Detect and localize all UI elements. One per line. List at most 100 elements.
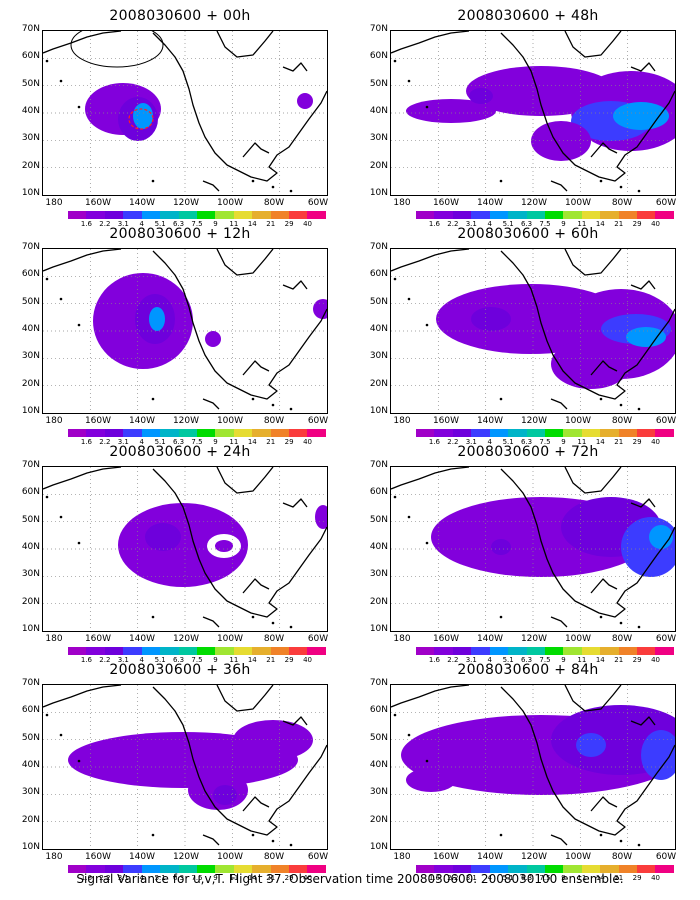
- colorbar-level-label: 21: [266, 874, 276, 882]
- island-marker: [619, 403, 623, 407]
- colorbar-level-label: 1.6: [80, 874, 92, 882]
- longitude-label: 160W: [432, 852, 460, 862]
- longitude-label: 180: [45, 852, 63, 862]
- variance-contour-shading: [297, 93, 313, 109]
- colorbar-swatch: [68, 429, 87, 437]
- longitude-label: 180: [393, 634, 411, 644]
- colorbar-level-label: 9: [213, 220, 218, 228]
- colorbar-swatch: [637, 429, 656, 437]
- longitude-label: 60W: [655, 416, 677, 426]
- island-marker: [599, 833, 603, 837]
- longitude-label: 180: [45, 198, 63, 208]
- colorbar-swatch: [104, 647, 124, 655]
- latitude-label: 70N: [369, 242, 388, 252]
- longitude-label: 100W: [564, 198, 592, 208]
- colorbar-swatch: [637, 647, 656, 655]
- island-marker: [45, 713, 49, 717]
- colorbar-swatch: [452, 429, 472, 437]
- colorbar-swatch: [196, 865, 216, 873]
- longitude-label: 60W: [655, 634, 677, 644]
- colorbar-level-label: 6.3: [172, 656, 185, 664]
- colorbar-swatch: [637, 211, 656, 219]
- latitude-label: 60N: [21, 487, 40, 498]
- colorbar-level-label: 29: [284, 220, 294, 228]
- latitude-label: 10N: [369, 842, 388, 852]
- map-plot-area: [390, 248, 676, 414]
- colorbar-swatch: [178, 429, 197, 437]
- colorbar-level-label: 14: [247, 874, 257, 882]
- colorbar-level-label: 29: [632, 656, 642, 664]
- colorbar-swatch: [160, 429, 179, 437]
- colorbar-level-label: 21: [614, 438, 624, 446]
- colorbar-level-label: 14: [247, 220, 257, 228]
- colorbar: [416, 429, 674, 437]
- island-marker: [393, 495, 397, 499]
- colorbar-swatch: [307, 211, 326, 219]
- map-svg: [391, 467, 675, 631]
- colorbar-level-label: 29: [632, 874, 642, 882]
- colorbar-level-label: 3.1: [117, 874, 129, 882]
- latitude-label: 50N: [369, 514, 388, 525]
- colorbar-level-label: 4: [139, 656, 144, 664]
- colorbar-swatch: [471, 647, 490, 655]
- longitude-label: 120W: [172, 416, 200, 426]
- colorbar-level-label: 14: [595, 438, 605, 446]
- longitude-label: 160W: [84, 416, 112, 426]
- latitude-label: 70N: [369, 678, 388, 688]
- latitude-label: 50N: [21, 78, 40, 89]
- island-marker: [425, 105, 429, 109]
- panel-title: 2008030600 + 72h: [457, 444, 599, 460]
- colorbar-level-label: 4: [139, 438, 144, 446]
- longitude-label: 180: [393, 416, 411, 426]
- colorbar-swatch: [68, 211, 87, 219]
- colorbar-level-label: 21: [614, 874, 624, 882]
- longitude-label: 140W: [476, 634, 504, 644]
- colorbar: [416, 211, 674, 219]
- colorbar-swatch: [434, 429, 453, 437]
- colorbar-level-label: 9: [561, 874, 566, 882]
- island-marker: [499, 833, 503, 837]
- colorbar-level-label: 7.5: [191, 220, 203, 228]
- island-marker: [151, 833, 155, 837]
- colorbar: [416, 865, 674, 873]
- longitude-label: 100W: [216, 852, 244, 862]
- map-svg: [391, 249, 675, 413]
- longitude-label: 80W: [263, 198, 285, 208]
- island-marker: [77, 105, 81, 109]
- latitude-label: 60N: [21, 705, 40, 716]
- latitude-label: 20N: [369, 378, 388, 389]
- variance-contour-shading: [551, 339, 631, 389]
- colorbar-swatch: [489, 647, 509, 655]
- colorbar-level-label: 14: [595, 874, 605, 882]
- island-marker: [407, 297, 411, 301]
- island-marker: [59, 733, 63, 737]
- colorbar-swatch: [270, 429, 290, 437]
- colorbar-swatch: [86, 429, 105, 437]
- colorbar-level-label: 11: [229, 874, 239, 882]
- colorbar-swatch: [178, 647, 197, 655]
- colorbar-swatch: [215, 647, 234, 655]
- island-marker: [45, 495, 49, 499]
- colorbar-level-label: 5.1: [154, 874, 166, 882]
- longitude-label: 160W: [432, 198, 460, 208]
- island-marker: [59, 79, 63, 83]
- longitude-label: 160W: [84, 634, 112, 644]
- colorbar-swatch: [416, 429, 435, 437]
- longitude-label: 120W: [172, 634, 200, 644]
- colorbar-swatch: [252, 865, 271, 873]
- colorbar-swatch: [307, 865, 326, 873]
- colorbar-level-label: 9: [213, 438, 218, 446]
- map-svg: [391, 685, 675, 849]
- colorbar-level-label: 6.3: [520, 656, 533, 664]
- island-marker: [599, 179, 603, 183]
- colorbar-level-label: 1.6: [428, 656, 440, 664]
- longitude-label: 60W: [307, 852, 329, 862]
- map-panel-84h: 2008030600 + 84h 70N 60N 50N 40N 30N 20N 10N 180…: [358, 662, 698, 882]
- island-marker: [407, 515, 411, 519]
- colorbar-swatch: [434, 211, 453, 219]
- colorbar-level-label: 9: [561, 656, 566, 664]
- latitude-label: 20N: [369, 160, 388, 171]
- colorbar-swatch: [526, 647, 545, 655]
- latitude-label: 50N: [21, 514, 40, 525]
- colorbar-level-label: 11: [577, 220, 587, 228]
